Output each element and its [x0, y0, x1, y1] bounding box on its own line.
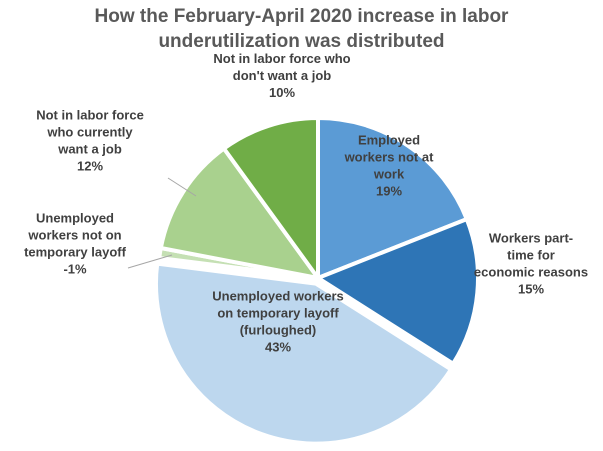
leader-lines — [127, 177, 197, 269]
slice-name-line: Not in labor force — [36, 108, 144, 123]
slice-name-line: time for — [507, 248, 555, 263]
slice-name-line: want a job — [57, 142, 122, 157]
pie-slice-6 — [221, 116, 320, 280]
slice-name-line: don't want a job — [233, 68, 331, 83]
leader-line-4 — [127, 254, 173, 269]
slice-value-label: 43% — [265, 340, 291, 355]
slice-name-line: economic reasons — [474, 265, 588, 280]
pie-slices — [153, 116, 480, 446]
slice-value-label: -1% — [63, 262, 87, 277]
slice-name-line: (furloughed) — [240, 323, 317, 338]
chart-title: How the February-April 2020 increase in … — [0, 4, 603, 54]
slice-value-label: 10% — [269, 85, 295, 100]
slice-name-line: Unemployed workers — [212, 289, 344, 304]
slice-name-line: Workers part- — [489, 231, 573, 246]
chart-title-line-1: How the February-April 2020 increase in … — [94, 6, 509, 27]
pie-slice-1 — [316, 116, 469, 280]
pie-slice-2 — [316, 217, 480, 366]
slice-label-4: Unemployed workers not on temporary layoff… — [24, 211, 127, 277]
slice-name-line: temporary layoff — [24, 245, 127, 260]
slice-name-line: Not in labor force who — [213, 51, 350, 66]
slice-value-label: 15% — [518, 282, 544, 297]
chart-title-line-2: underutilization was distributed — [158, 31, 445, 52]
slice-label-6: Not in labor force who don't want a job 10… — [213, 51, 350, 100]
slice-name-line: work — [373, 167, 405, 182]
slice-name-line: workers not at — [344, 150, 435, 165]
slice-name-line: on temporary layoff — [217, 306, 339, 321]
slice-value-label: 19% — [376, 184, 402, 199]
slice-label-1: Employed workers not at work 19% — [344, 133, 435, 199]
slice-label-5: Not in labor force who currently want a jo… — [36, 108, 144, 174]
slice-name-line: Employed — [358, 133, 420, 148]
pie-slice-5 — [158, 146, 320, 280]
slice-value-label: 12% — [77, 159, 103, 174]
slice-name-line: Unemployed — [36, 211, 114, 226]
slice-labels: Employed workers not at work 19% Workers par… — [24, 51, 588, 355]
leader-line-5 — [167, 177, 197, 197]
slice-label-2: Workers part-time for economic reasons 15% — [474, 231, 588, 297]
slice-name-line: who currently — [46, 125, 133, 140]
pie-slice-3 — [153, 261, 454, 446]
slice-name-line: workers not on — [27, 228, 121, 243]
slice-label-3: Unemployed workers on temporary layoff (fu… — [212, 289, 344, 355]
